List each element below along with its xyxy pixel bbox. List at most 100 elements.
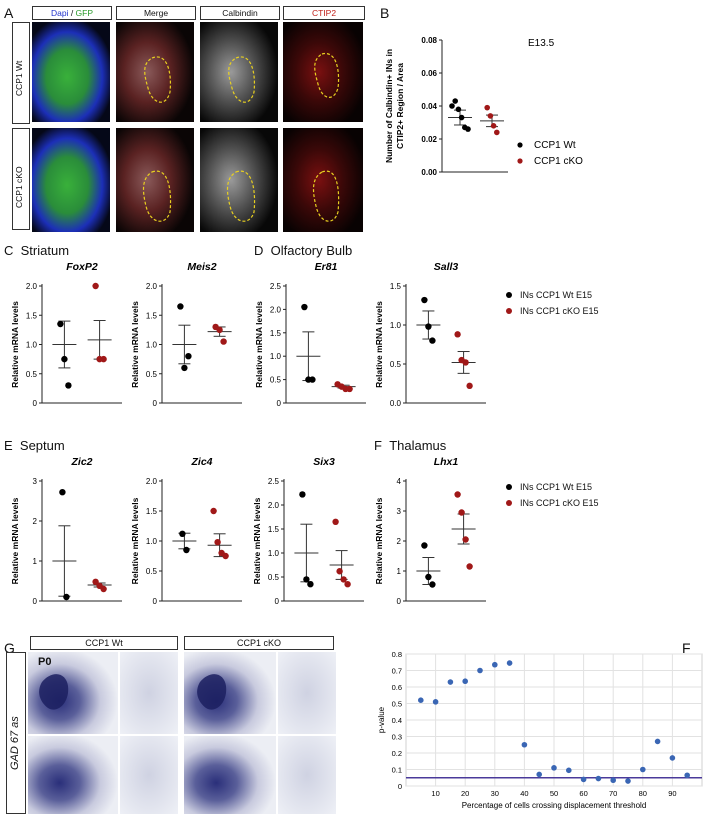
y-label-zic4: Relative mRNA levels (130, 497, 140, 584)
point-lhx1-cko-3 (466, 563, 473, 570)
pvalue-point-2 (447, 679, 454, 685)
y-tick-label-p-1: 0.1 (392, 766, 402, 775)
y-tick-label-six3-0: 0 (275, 597, 280, 606)
legend-wt-dot (506, 292, 512, 298)
point-b-0-3 (458, 114, 465, 121)
point-lhx1-cko-0 (454, 491, 461, 498)
y-tick-label-b-4: 0.08 (421, 36, 437, 45)
pvalue-point-1 (432, 699, 439, 705)
y-tick-label-b-2: 0.04 (421, 102, 437, 111)
annotation-e13: E13.5 (528, 38, 555, 49)
point-b-1-1 (487, 113, 494, 119)
point-foxp2-wt-1 (61, 355, 68, 363)
legend-cko-label-2: INs CCP1 cKO E15 (520, 498, 599, 508)
side-box-g (6, 652, 26, 814)
pvalue-point-11 (580, 776, 587, 783)
header-dapi: Dapi (50, 8, 69, 18)
point-er81-wt-0 (301, 303, 308, 311)
point-zic4-wt-0 (179, 530, 186, 537)
y-tick-label-p-3: 0.3 (392, 733, 402, 742)
point-er81-wt-2 (309, 376, 316, 383)
gene-title-foxp2: FoxP2 (66, 261, 98, 273)
legend-bottom: INs CCP1 Wt E15 INs CCP1 cKO E15 (506, 482, 599, 514)
point-zic2-cko-0 (92, 578, 99, 585)
pvalue-point-4 (477, 667, 483, 674)
y-label-foxp2: Relative mRNA levels (10, 301, 20, 388)
point-six3-cko-1 (336, 568, 343, 575)
y-tick-label-lhx1-3: 3 (397, 507, 402, 516)
point-sall3-wt-2 (429, 337, 436, 344)
y-tick-label-zic2-1: 1 (33, 557, 38, 566)
y-label-meis2: Relative mRNA levels (130, 301, 140, 388)
y-tick-label-lhx1-2: 2 (397, 537, 402, 546)
y-tick-label-six3-1: 0.5 (268, 573, 280, 582)
header-dapi-gfp: Dapi / GFP (32, 6, 112, 20)
x-tick-label-p-2: 30 (491, 789, 499, 798)
point-meis2-cko-1 (216, 326, 223, 334)
point-lhx1-cko-2 (462, 536, 469, 543)
point-sall3-cko-3 (466, 382, 473, 390)
pvalue-point-16 (654, 738, 661, 745)
point-b-1-3 (494, 129, 500, 136)
header-ctip2: CTIP2 (283, 6, 365, 20)
y-tick-label-p-2: 0.2 (392, 749, 402, 758)
panel-g-label: G (4, 640, 15, 656)
row-label-box-cko (12, 128, 30, 230)
tile-g-wt-1-zoom (120, 652, 178, 734)
x-tick-label-p-3: 40 (520, 789, 528, 798)
y-label-b-line2: CTIP2+ Region / Area (395, 63, 405, 149)
y-tick-label-sall3-2: 1.0 (390, 321, 402, 330)
header-g-cko: CCP1 cKO (184, 636, 334, 650)
header-merge: Merge (116, 6, 196, 20)
section-e: E Septum (4, 438, 65, 453)
point-foxp2-cko-2 (100, 355, 107, 363)
y-tick-label-lhx1-0: 0 (397, 597, 402, 606)
gene-title-zic2: Zic2 (70, 456, 92, 468)
legend-wt-label-2: INs CCP1 Wt E15 (520, 482, 593, 492)
y-tick-label-zic4-1: 0.5 (146, 567, 158, 576)
section-d: D Olfactory Bulb (254, 243, 353, 258)
pvalue-point-9 (551, 765, 557, 771)
pvalue-point-18 (684, 772, 690, 779)
point-meis2-cko-2 (220, 338, 227, 345)
legend-wt-label: INs CCP1 Wt E15 (520, 290, 593, 300)
tile-g-wt-2 (28, 736, 118, 814)
point-meis2-wt-0 (177, 303, 184, 310)
header-calbindin: Calbindin (200, 6, 280, 20)
y-tick-label-er81-0: 0 (277, 399, 282, 408)
y-tick-label-six3-4: 2.0 (268, 501, 280, 510)
zic4-chart: Zic4 0 0.5 1.0 1.5 2.0 Relative mRNA levels (130, 456, 242, 606)
point-meis2-wt-2 (185, 353, 192, 360)
tile-g-cko-1-zoom (278, 652, 336, 734)
point-b-1-0 (484, 104, 490, 111)
panel-g-sections (28, 652, 336, 814)
y-tick-label-zic2-3: 3 (33, 477, 38, 486)
y-tick-label-p-8: 0.8 (392, 650, 402, 659)
y-label-b-line1: Number of Calbindin+ INs in (384, 49, 394, 163)
legend-b-label-1: CCP1 cKO (534, 156, 583, 167)
legend-b-dot-1 (517, 158, 523, 164)
y-label-zic2: Relative mRNA levels (10, 497, 20, 584)
point-er81-cko-3 (346, 385, 353, 393)
y-tick-label-zic2-2: 2 (33, 517, 38, 526)
pvalue-point-13 (610, 777, 616, 784)
point-lhx1-cko-1 (458, 509, 465, 516)
lhx1-chart: Lhx1 0 1 2 3 4 Relative mRNA levels (374, 456, 486, 606)
gene-title-sall3: Sall3 (434, 261, 459, 273)
tile-wt-ctip2 (283, 22, 363, 122)
point-b-0-0 (449, 103, 455, 109)
row-label-box-wt (12, 22, 30, 124)
legend-b-label-0: CCP1 Wt (534, 140, 576, 151)
tile-cko-merge (116, 128, 194, 232)
y-tick-label-p-4: 0.4 (392, 716, 402, 725)
y-tick-label-lhx1-4: 4 (397, 477, 402, 486)
section-c-title: Striatum (20, 243, 70, 258)
header-g-wt: CCP1 Wt (30, 636, 178, 650)
y-tick-label-b-0: 0.00 (421, 168, 437, 177)
point-six3-cko-3 (344, 581, 351, 588)
y-tick-label-zic4-4: 2.0 (146, 477, 158, 486)
y-tick-label-meis2-1: 0.5 (146, 370, 158, 379)
y-label-sall3: Relative mRNA levels (374, 301, 384, 388)
gene-title-er81: Er81 (315, 261, 338, 273)
point-zic2-wt-0 (59, 489, 66, 496)
